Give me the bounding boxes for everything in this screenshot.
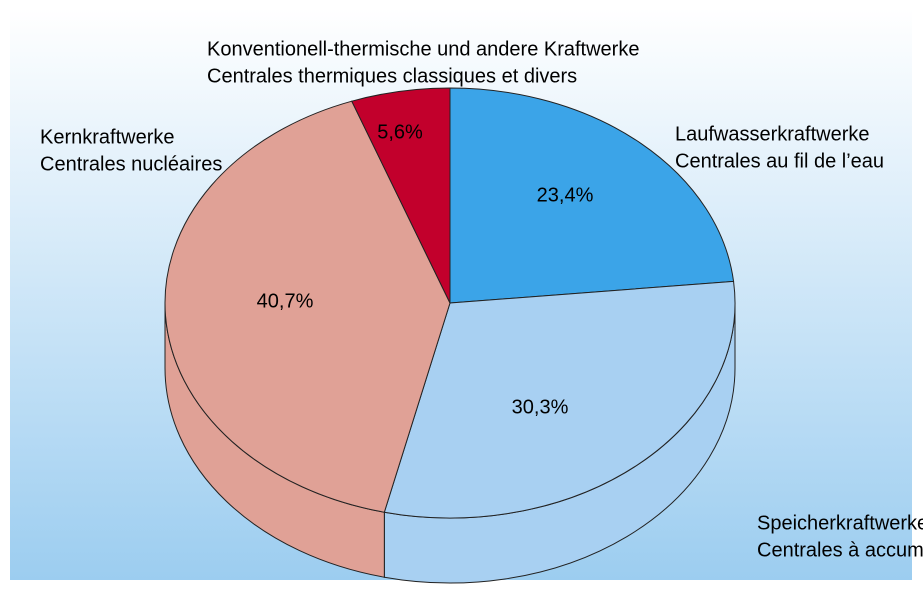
- slice-label: Konventionell-thermische und andere Kraf…: [207, 38, 639, 60]
- slice-label: Centrales thermiques classiques et diver…: [207, 65, 577, 87]
- slice-label: Centrales nucléaires: [40, 153, 222, 175]
- pie-slice: [449, 87, 735, 304]
- slice-label: Kernkraftwerke: [40, 126, 175, 148]
- value-label: 5,6%: [377, 121, 423, 143]
- slice-label: Speicherkraftwerke: [757, 512, 923, 534]
- value-label: 40,7%: [257, 290, 314, 312]
- slice-label: Centrales au fil de l’eau: [675, 150, 884, 172]
- pie-slice: [164, 100, 451, 513]
- slice-label: Centrales à accumulation: [757, 539, 923, 561]
- pie-slice: [383, 280, 736, 519]
- value-label: 23,4%: [537, 184, 594, 206]
- pie-slice: [351, 87, 451, 304]
- value-label: 30,3%: [512, 396, 569, 418]
- slice-label: Laufwasserkraftwerke: [675, 123, 870, 145]
